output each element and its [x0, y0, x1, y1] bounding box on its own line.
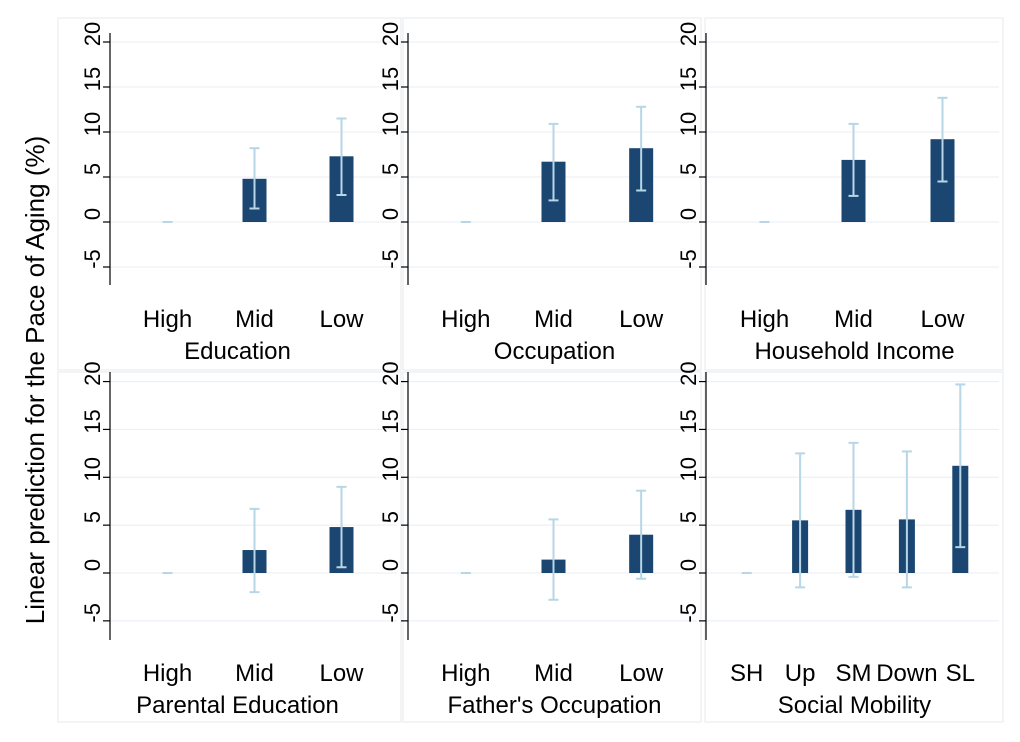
y-tick-label: 15	[676, 67, 701, 91]
error-bar-low	[937, 96, 948, 183]
x-tick-label-high: High	[441, 660, 490, 687]
y-tick-label: 5	[80, 511, 105, 523]
y-tick-label: 0	[676, 559, 701, 571]
panel-5: -5 0 5 10 15 20 High Mid Low Father's Occupation	[378, 361, 702, 723]
x-tick-label-low: Low	[619, 306, 664, 333]
x-tick-label-down: Down	[876, 660, 937, 687]
panel-3: -5 0 5 10 15 20 High Mid Low Household Income	[676, 17, 1004, 371]
error-bar-mid	[548, 518, 559, 601]
error-bar-up	[795, 452, 806, 589]
x-tick-label-sl: SL	[946, 660, 975, 687]
y-tick-label: 20	[80, 22, 105, 46]
x-axis-title: Parental Education	[136, 692, 339, 719]
x-tick-label-mid: Mid	[534, 306, 573, 333]
y-tick-label: 5	[378, 511, 403, 523]
y-tick-label: 20	[378, 22, 403, 46]
x-tick-label-sh: SH	[730, 660, 763, 687]
error-bar-sl	[955, 383, 966, 549]
error-bar-down	[901, 450, 912, 589]
error-bar-low	[636, 105, 647, 192]
y-tick-label: 15	[378, 67, 403, 91]
y-tick-label: 10	[378, 457, 403, 481]
error-bar-sm	[848, 441, 859, 578]
error-bar-low	[336, 485, 347, 569]
x-tick-label-mid: Mid	[534, 660, 573, 687]
x-tick-label-low: Low	[319, 660, 364, 687]
y-tick-label: 10	[676, 457, 701, 481]
y-tick-label: 5	[80, 163, 105, 175]
y-tick-label: 15	[378, 409, 403, 433]
x-tick-label-high: High	[740, 306, 789, 333]
y-tick-label: -5	[80, 249, 105, 269]
y-tick-label: 10	[80, 112, 105, 136]
y-axis-title: Linear prediction for the Pace of Aging …	[20, 136, 50, 625]
x-axis-title: Social Mobility	[778, 692, 931, 719]
y-tick-label: 15	[676, 409, 701, 433]
y-tick-label: 10	[80, 457, 105, 481]
y-tick-label: 10	[676, 112, 701, 136]
y-tick-label: 5	[676, 511, 701, 523]
y-tick-label: 15	[80, 409, 105, 433]
y-tick-label: 10	[378, 112, 403, 136]
y-tick-label: 20	[378, 361, 403, 385]
error-bar-mid	[548, 122, 559, 202]
error-bar-mid	[249, 507, 260, 594]
x-tick-label-high: High	[143, 660, 192, 687]
error-bar-low	[336, 117, 347, 196]
y-tick-label: 0	[80, 559, 105, 571]
y-tick-label: 20	[676, 22, 701, 46]
y-tick-label: 15	[80, 67, 105, 91]
panel-6: -5 0 5 10 15 20 SH Up SM Down SL Social Mobility	[676, 361, 1004, 723]
x-tick-label-low: Low	[920, 306, 965, 333]
x-tick-label-mid: Mid	[834, 306, 873, 333]
error-bar-mid	[249, 147, 260, 210]
y-tick-label: -5	[378, 249, 403, 269]
error-bar-low	[636, 489, 647, 580]
x-tick-label-sm: SM	[836, 660, 872, 687]
x-tick-label-high: High	[143, 306, 192, 333]
error-bar-mid	[848, 122, 859, 197]
x-axis-title: Household Income	[754, 338, 954, 365]
panel-1: -5 0 5 10 15 20 High Mid Low Education	[57, 17, 402, 371]
y-tick-label: 5	[676, 163, 701, 175]
y-tick-label: 0	[378, 559, 403, 571]
y-tick-label: 0	[378, 208, 403, 220]
y-tick-label: 0	[676, 208, 701, 220]
y-tick-label: 0	[80, 208, 105, 220]
x-axis-title: Occupation	[494, 338, 615, 365]
y-tick-label: -5	[676, 249, 701, 269]
x-tick-label-low: Low	[319, 306, 364, 333]
x-tick-label-mid: Mid	[235, 306, 274, 333]
x-tick-label-mid: Mid	[235, 660, 274, 687]
y-tick-label: -5	[378, 603, 403, 623]
x-tick-label-low: Low	[619, 660, 664, 687]
x-tick-label-high: High	[441, 306, 490, 333]
y-tick-label: -5	[676, 603, 701, 623]
y-tick-label: -5	[80, 603, 105, 623]
panel-4: -5 0 5 10 15 20 High Mid Low Parental Education	[57, 361, 402, 723]
y-tick-label: 20	[80, 361, 105, 385]
y-tick-label: 5	[378, 163, 403, 175]
y-tick-label: 20	[676, 361, 701, 385]
x-axis-title: Father's Occupation	[447, 692, 661, 719]
x-axis-title: Education	[184, 338, 291, 365]
x-tick-label-up: Up	[785, 660, 816, 687]
